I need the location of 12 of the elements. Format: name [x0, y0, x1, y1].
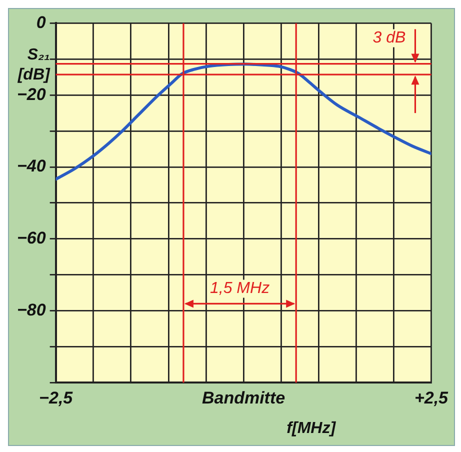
- annotation: 1,5 MHz: [210, 280, 270, 298]
- y-tick-label: −20: [16, 84, 46, 104]
- y-tick-label: 0: [36, 12, 46, 32]
- y-tick-label: −80: [16, 300, 46, 320]
- x-tick-label: Bandmitte: [202, 388, 286, 408]
- y-tick-label: −40: [16, 156, 46, 176]
- annotation: 3 dB: [372, 30, 406, 47]
- y-tick-label: −60: [16, 228, 46, 248]
- x-tick-label: −2,5: [39, 388, 74, 408]
- x-tick-label: +2,5: [414, 388, 449, 408]
- y-axis-title: S₂₁ [dB]: [16, 46, 51, 84]
- x-axis-title: f[MHz]: [286, 420, 336, 438]
